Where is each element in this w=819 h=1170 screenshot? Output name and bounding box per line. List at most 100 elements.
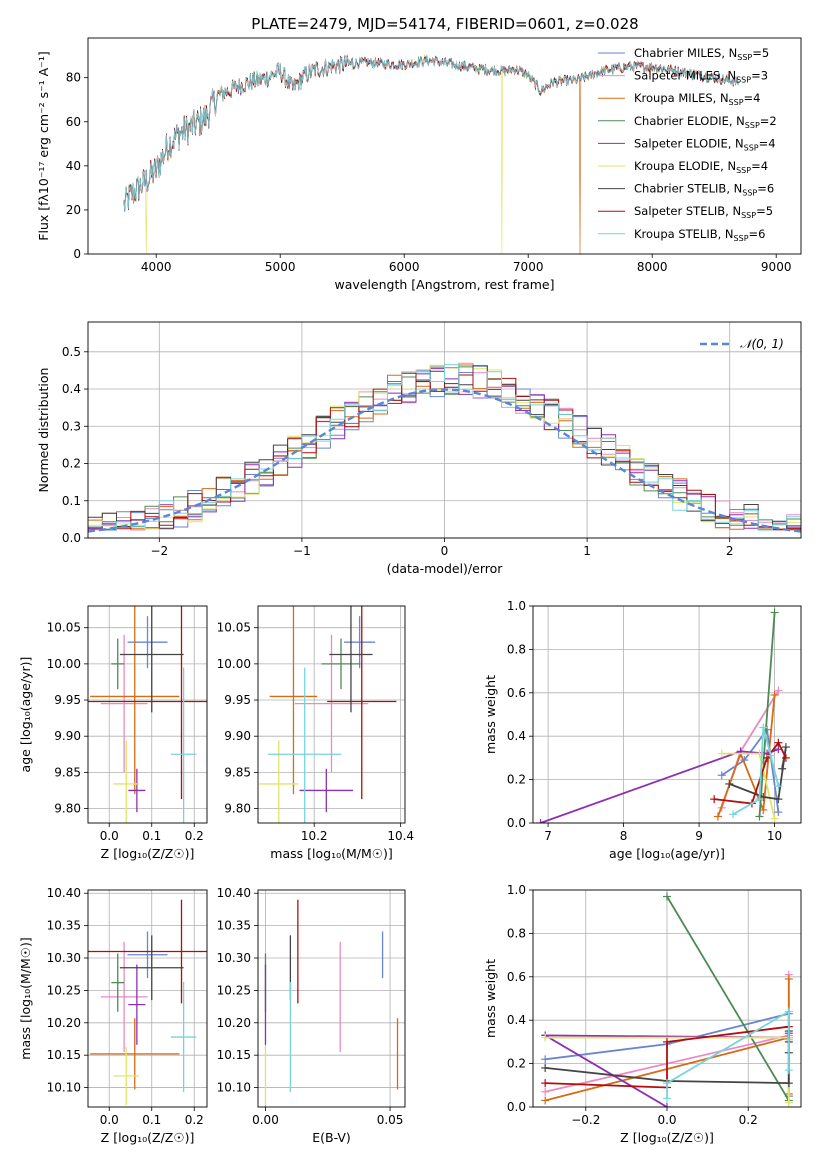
y-tick-label: 10.35 [217,919,251,933]
panel-age-weight: 7 8 9 10 0.0 0.2 0.4 0.6 0.8 1.0 age [log₁₀(age/yr… [483,599,802,861]
y-tick-label: 80 [66,71,81,85]
y-tick-label: 0.6 [507,686,526,700]
x-tick-label: 8 [620,829,628,843]
x-axis-label: age [log₁₀(age/yr)] [609,846,725,861]
axes-frame [532,889,802,1108]
y-axis-label: mass weight [483,675,498,754]
y-tick-label: 10.25 [47,983,81,997]
legend-entry: Chabrier ELODIE, NSSP=2 [634,114,777,130]
y-tick-label: 9.80 [54,802,81,816]
y-tick-label: 9.90 [224,729,251,743]
legend-entry: Salpeter MILES, NSSP=3 [634,69,768,85]
histogram-step [88,364,801,531]
x-tick-label: 4000 [141,260,172,274]
plot-area-z-mass [88,899,207,1106]
y-tick-label: 10.05 [217,621,251,635]
legend-entry: Kroupa ELODIE, NSSP=4 [634,159,768,175]
y-tick-label: 10.15 [217,1048,251,1062]
legend-entry: Chabrier STELIB, NSSP=6 [634,182,774,198]
x-tick-label: 2 [726,544,734,558]
y-tick-label: 10.15 [47,1048,81,1062]
plot-area-z-weight [541,892,793,1107]
legend-entry: 𝒩(0, 1) [740,337,784,351]
y-tick-label: 60 [66,115,81,129]
legend-entry: Kroupa STELIB, NSSP=6 [634,227,765,243]
legend-entry: Chabrier MILES, NSSP=5 [634,46,769,62]
y-tick-label: 0.4 [62,382,81,396]
y-tick-label: 0.3 [62,419,81,433]
legend-entry: Kroupa MILES, NSSP=4 [634,91,760,107]
x-axis-label: Z [log₁₀(Z/Z☉)] [101,1130,195,1145]
x-tick-label: 10.2 [301,829,328,843]
plot-area-age-weight [536,608,790,823]
panel-residuals: −2 −1 0 1 2 0.0 0.1 0.2 0.3 0.4 0.5 (data-model)/er… [36,321,802,576]
plot-area-residuals [88,362,801,533]
x-tick-label: −1 [293,544,311,558]
x-axis-label: E(B-V) [312,1130,351,1145]
y-tick-label: 0 [73,247,81,261]
legend-entry: Salpeter ELODIE, NSSP=4 [634,136,776,152]
x-tick-label: 6000 [389,260,420,274]
y-tick-label: 0.8 [507,642,526,656]
y-axis-label: Normed distribution [36,368,51,493]
x-tick-label: 0.0 [100,829,119,843]
y-tick-label: 10.40 [47,886,81,900]
y-tick-label: 0.4 [507,729,526,743]
axes-frame [87,605,208,824]
y-tick-label: 10.25 [217,983,251,997]
x-tick-label: 9 [695,829,703,843]
y-tick-label: 9.85 [54,765,81,779]
y-axis-label: mass [log₁₀(M/M☉)] [18,937,33,1059]
x-tick-label: 9000 [761,260,792,274]
y-tick-label: 10.05 [47,621,81,635]
panel-z-mass: 0.0 0.1 0.2 10.10 10.15 10.20 10.25 10.30 10.35 1… [18,886,208,1145]
axes-frame [87,889,208,1108]
weight-line [758,612,776,817]
x-tick-label: 0 [441,544,449,558]
x-tick-label: 7 [544,829,552,843]
y-tick-label: 1.0 [507,883,526,897]
x-tick-label: 0.1 [142,1113,161,1127]
axes-frame [87,321,802,539]
axes-frame [257,889,406,1108]
x-tick-label: 0.05 [377,1113,404,1127]
panel-z-weight: −0.2 0.0 0.2 0.0 0.2 0.4 0.6 0.8 1.0 Z [log₁₀(Z/Z… [483,883,802,1145]
weight-line [666,896,790,1101]
y-tick-label: 0.6 [507,970,526,984]
y-tick-label: 0.4 [507,1013,526,1027]
y-tick-label: 0.2 [62,457,81,471]
axes-frame [87,37,802,255]
x-tick-label: 1 [583,544,591,558]
y-tick-label: 10.40 [217,886,251,900]
x-tick-label: −2 [150,544,168,558]
y-tick-label: 9.95 [54,693,81,707]
panel-mass-age: 10.2 10.4 9.80 9.85 9.90 9.95 10.00 10.05 mass [… [217,605,414,861]
y-tick-label: 9.95 [224,693,251,707]
y-axis-label: mass weight [483,959,498,1038]
panel-spectrum: 4000 5000 6000 7000 8000 9000 0 20 40 60 80 wavelen… [36,37,802,292]
x-tick-label: 10.4 [387,829,414,843]
y-axis-label: age [log₁₀(age/yr)] [18,657,33,773]
y-tick-label: 0.0 [507,816,526,830]
y-tick-label: 40 [66,159,81,173]
y-tick-label: 10.00 [47,657,81,671]
panel-z-age: 0.0 0.1 0.2 9.80 9.85 9.90 9.95 10.00 10.05 Z [lo… [18,605,208,861]
y-tick-label: 0.5 [62,345,81,359]
y-tick-label: 10.20 [47,1016,81,1030]
y-tick-label: 9.85 [224,765,251,779]
x-tick-label: −0.2 [571,1113,600,1127]
normal-curve [88,388,801,533]
y-tick-label: 9.80 [224,802,251,816]
axes-frame [532,605,802,824]
plot-area-z-age [88,606,207,823]
y-axis-label: Flux [fλ10⁻¹⁷ erg cm⁻² s⁻¹ A⁻¹] [36,51,51,240]
y-tick-label: 1.0 [507,599,526,613]
plot-area-mass-age [259,606,397,823]
x-tick-label: 10 [767,829,782,843]
y-tick-label: 9.90 [54,729,81,743]
weight-line [721,727,780,813]
x-tick-label: 0.2 [185,1113,204,1127]
spectrum-line [123,56,739,213]
plot-area-spectrum [123,54,739,254]
